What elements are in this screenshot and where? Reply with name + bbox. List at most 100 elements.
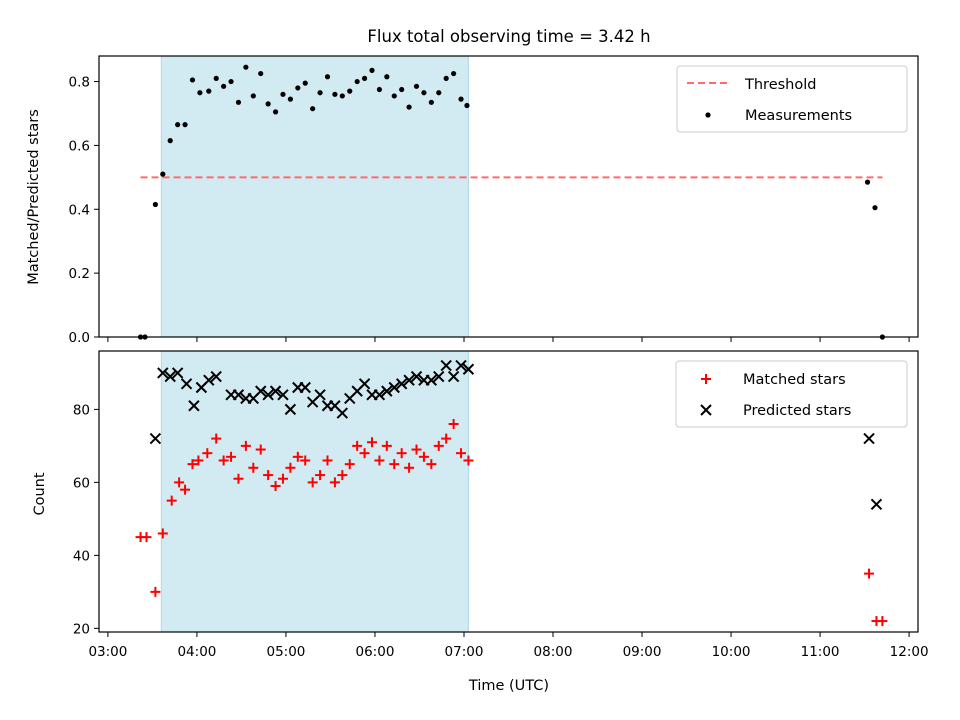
measurements-point [451,70,457,77]
predicted-stars-point [210,370,222,383]
matched-stars-point [141,532,152,543]
x-tick-label: 08:00 [534,644,573,660]
legend-matched-swatch [701,374,711,384]
predicted-stars-point [462,363,475,375]
predicted-stars-point [180,378,193,390]
predicted-stars-point [164,370,176,383]
matched-marker [701,374,711,384]
legend-threshold-label: Threshold [744,77,816,93]
measurements-point [361,75,368,81]
measurements-point [221,83,227,89]
measurements-point [258,70,264,77]
matched-stars-point [174,477,185,488]
observing-window-shade-top [160,55,469,338]
predicted-stars-point [284,403,297,416]
matched-stars-point [255,444,266,455]
predicted-stars-point [269,385,282,397]
measurements-point [458,96,464,102]
matched-stars-point [864,568,875,579]
bottom-legend: Matched stars Predicted stars [675,360,908,428]
legend-measurements-swatch [705,112,711,118]
predicted-stars-point [870,498,883,510]
measurements-point [376,86,383,93]
measurements-point [464,102,470,109]
matched-stars-point [448,418,459,429]
matched-stars-point [396,448,407,459]
x-tick-label: 12:00 [890,644,929,660]
predicted-stars-point [157,367,169,379]
measurements-point [206,88,212,94]
top-panel: 0.00.20.40.60.8 Matched/Predicted stars … [26,55,919,346]
matched-stars-point [337,470,348,481]
matched-stars-point [359,448,370,459]
measurements-point [160,171,166,177]
predicted-stars-point [395,378,408,390]
y-tick-label: 0.2 [69,266,90,282]
measurements-point [152,201,158,208]
measurements-point [384,74,390,80]
matched-stars-point [411,444,422,455]
measurements-point [864,179,871,185]
matched-stars-point [248,462,259,473]
measurements-point [399,86,405,93]
predicted-stars-point [433,370,445,383]
matched-stars-point [877,616,888,627]
matched-stars-point [187,459,198,470]
matched-stars-point [233,473,244,484]
measurements-point [228,78,234,85]
measurements-point [250,93,256,99]
measurements-point [265,101,271,107]
matched-stars-point [344,459,355,470]
measurements-point [310,106,316,112]
y-tick-label: 20 [73,621,90,637]
x-tick-label: 10:00 [712,644,751,660]
matched-stars-point [418,451,429,462]
measurements-point [436,90,442,96]
measurements-point [182,122,188,128]
matched-stars-point [463,455,474,466]
predicted-stars-point [388,381,400,394]
bottom-y-axis-label: Count [32,472,48,515]
x-tick-label: 03:00 [88,644,127,660]
matched-stars-point [218,455,229,466]
matched-stars-point [292,451,303,462]
bottom-panel-frame [98,350,919,633]
measurements-point [443,75,449,81]
matched-stars-point [270,481,281,492]
measurements-point [302,80,308,86]
predicted-stars-point [203,374,215,386]
y-tick-label: 60 [73,475,90,491]
matched-stars-point [456,448,467,459]
predicted-stars-point [171,367,184,379]
matched-stars-point [441,433,452,444]
measurements-point [213,75,219,81]
predicted-stars-point [863,432,875,445]
legend-predicted-label: Predicted stars [743,403,851,419]
matched-stars-point [329,477,340,488]
x-tick-label: 11:00 [801,644,840,660]
bottom-x-ticks: 03:00 04:00 05:00 06:00 07:00 08:00 09:00 10:00… [88,632,929,660]
predicted-marker [700,404,712,416]
matched-stars-point [352,440,363,451]
matched-stars-point [193,455,204,466]
measurements-point [347,88,353,94]
observing-window-shade-bottom [160,350,469,633]
measurements-point [197,90,203,96]
legend-predicted-swatch [700,404,712,416]
matched-stars-point [367,437,377,448]
top-x-ticks [107,337,910,342]
measurements-point [369,67,375,73]
predicted-stars-point [440,359,452,372]
predicted-stars-point [149,432,162,445]
top-legend: Threshold Measurements [676,65,908,133]
top-y-ticks: 0.0 0.2 0.4 0.6 0.8 [69,75,99,346]
measurements-point [280,91,286,97]
measurements-point [339,93,345,99]
predicted-stars-point [373,389,386,401]
matched-stars-point [381,440,392,451]
measurements-point [175,122,181,128]
matched-stars-point [202,448,213,459]
predicted-stars-point [188,400,200,412]
